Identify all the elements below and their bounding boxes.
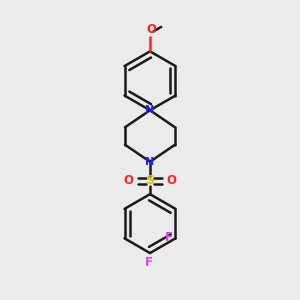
Text: S: S	[146, 174, 154, 188]
Text: O: O	[123, 174, 133, 188]
Text: N: N	[146, 157, 154, 167]
Text: O: O	[167, 174, 177, 188]
Text: N: N	[146, 105, 154, 115]
Text: O: O	[146, 23, 157, 36]
Text: F: F	[145, 256, 153, 269]
Text: F: F	[165, 231, 173, 244]
